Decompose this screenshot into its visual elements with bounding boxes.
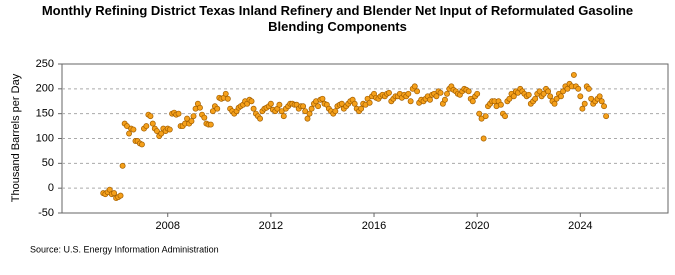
data-point	[308, 105, 315, 112]
data-point	[497, 101, 504, 108]
data-point	[257, 115, 263, 122]
data-point	[319, 95, 326, 102]
data-point	[149, 120, 156, 127]
data-point	[184, 115, 191, 122]
data-point	[532, 95, 539, 102]
data-point	[570, 71, 577, 78]
y-tick-label: 50	[42, 157, 54, 169]
data-point	[250, 105, 257, 112]
data-point	[465, 88, 472, 95]
y-tick-label: -50	[38, 207, 54, 219]
data-point	[111, 190, 118, 197]
data-point	[474, 90, 481, 97]
data-point	[188, 118, 195, 125]
data-point	[175, 110, 182, 117]
data-point	[214, 105, 221, 112]
data-point	[138, 141, 145, 148]
data-point	[126, 130, 132, 137]
data-point	[338, 100, 345, 107]
data-point	[130, 126, 137, 133]
data-point	[358, 105, 365, 112]
data-point	[315, 103, 322, 110]
y-tick-label: 100	[36, 132, 54, 144]
data-point	[143, 123, 150, 130]
data-point	[581, 100, 588, 107]
data-point	[482, 113, 489, 120]
data-point	[437, 89, 444, 96]
data-point	[540, 90, 547, 97]
data-point	[248, 98, 255, 105]
x-tick-label: 2024	[568, 220, 592, 232]
data-point	[386, 89, 392, 96]
data-point	[560, 88, 566, 95]
data-point	[575, 85, 582, 92]
data-point	[158, 130, 165, 137]
y-axis-label: Thousand Barrels per Day	[10, 73, 22, 202]
data-point	[510, 93, 517, 100]
data-point	[190, 113, 197, 120]
data-point	[558, 93, 564, 100]
data-point	[577, 93, 584, 100]
source-note: Source: U.S. Energy Information Administ…	[30, 244, 219, 254]
data-point	[545, 88, 552, 95]
data-point	[506, 95, 513, 102]
data-point	[411, 83, 418, 90]
chart-title: Monthly Refining District Texas Inland R…	[41, 3, 634, 34]
data-point	[405, 90, 412, 97]
data-point	[209, 108, 216, 115]
data-point	[547, 93, 554, 100]
data-point	[332, 108, 339, 115]
data-point	[414, 88, 421, 95]
data-point	[267, 100, 274, 107]
data-point	[207, 121, 214, 128]
data-point	[407, 98, 414, 105]
data-point	[366, 99, 373, 106]
data-point	[197, 104, 203, 111]
y-tick-label: 150	[36, 108, 54, 120]
data-point	[153, 128, 160, 134]
data-point	[551, 100, 558, 107]
x-tick-label: 2008	[155, 220, 179, 232]
data-point	[280, 113, 287, 120]
data-point	[441, 96, 448, 103]
y-tick-label: 200	[36, 83, 54, 95]
data-point	[166, 126, 173, 133]
x-tick-label: 2020	[465, 220, 489, 232]
data-point	[480, 135, 487, 142]
data-point	[302, 108, 309, 115]
data-point	[306, 110, 313, 117]
data-point	[601, 103, 607, 110]
data-point	[201, 114, 208, 121]
x-tick-label: 2012	[259, 220, 283, 232]
data-point	[351, 100, 358, 107]
data-point	[564, 85, 571, 92]
data-point	[469, 98, 476, 105]
data-point	[598, 98, 605, 105]
data-point	[224, 95, 231, 102]
data-point	[117, 192, 124, 199]
data-point	[585, 85, 592, 92]
data-point	[596, 93, 603, 100]
data-point	[147, 113, 154, 120]
data-point	[502, 113, 508, 120]
data-point	[300, 103, 307, 110]
y-tick-label: 0	[48, 182, 54, 194]
data-point	[222, 90, 229, 97]
data-point	[553, 95, 560, 102]
data-point	[444, 90, 450, 97]
data-point	[276, 101, 283, 108]
x-tick-label: 2016	[362, 220, 386, 232]
data-point	[476, 110, 483, 117]
data-point	[119, 162, 126, 169]
data-point	[525, 91, 532, 98]
data-point	[603, 113, 610, 120]
data-point	[427, 96, 433, 103]
data-point	[579, 105, 586, 112]
data-point	[304, 115, 311, 122]
data-point	[433, 93, 440, 100]
y-tick-label: 250	[36, 58, 54, 70]
